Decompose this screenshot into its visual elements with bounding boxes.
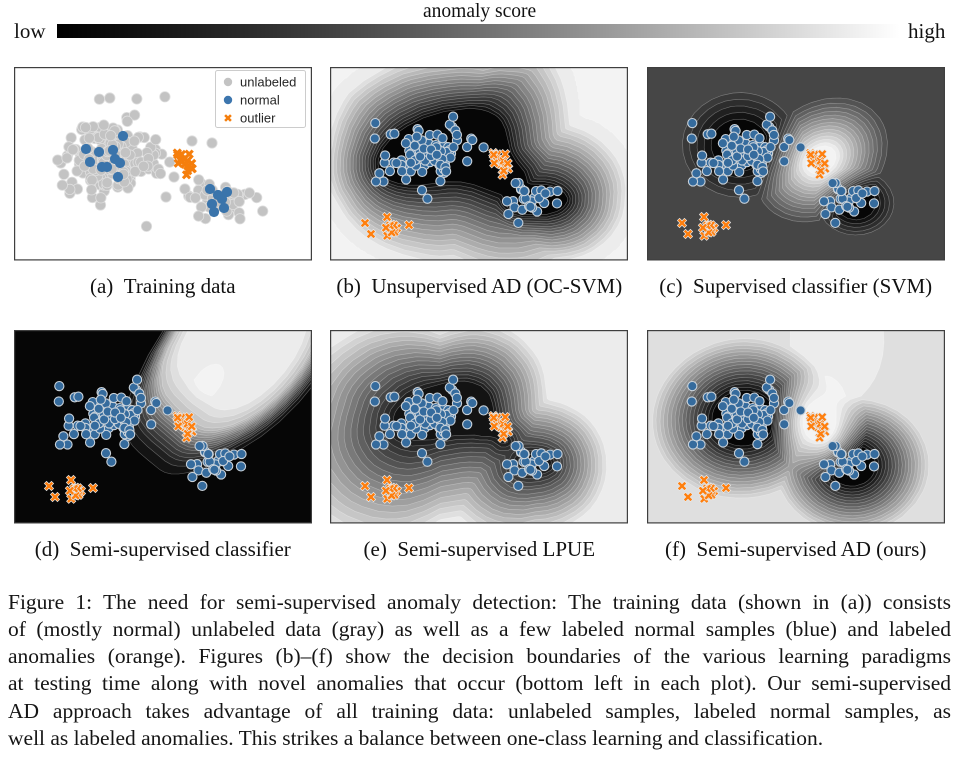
svg-text:outlier: outlier <box>240 111 276 126</box>
svg-text:normal: normal <box>240 93 280 108</box>
svg-text:unlabeled: unlabeled <box>240 75 296 90</box>
